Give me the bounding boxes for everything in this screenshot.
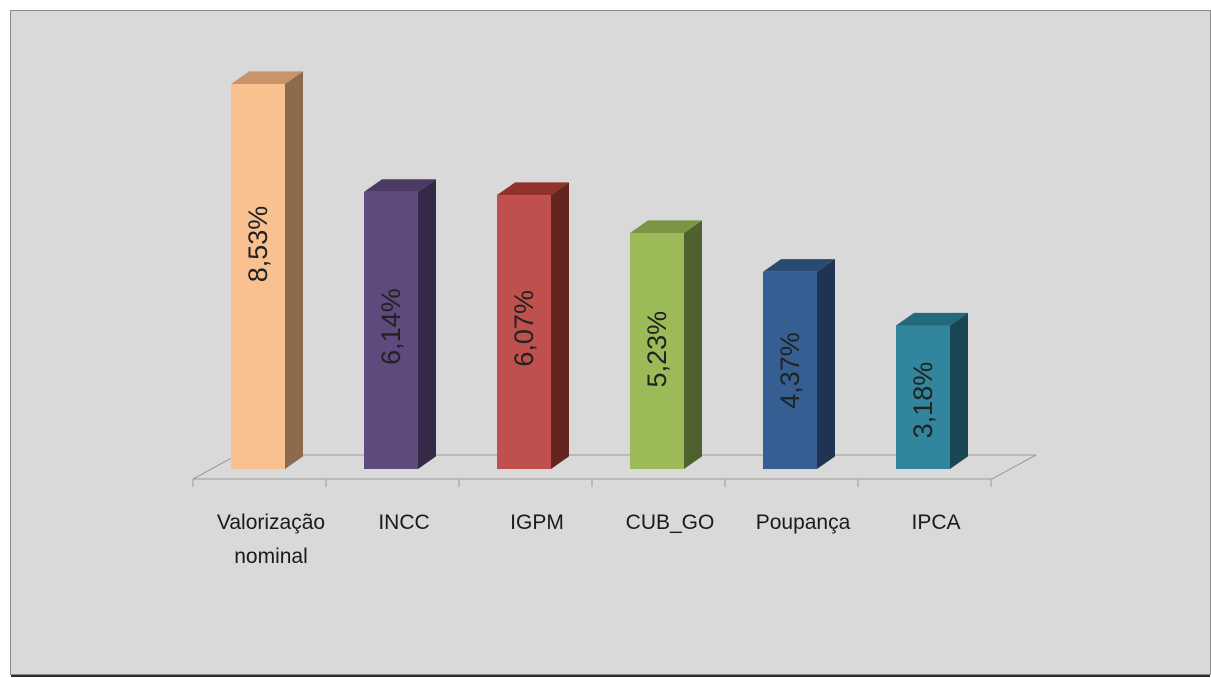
bar: 6,14% [364, 179, 436, 469]
data-label: 8,53% [243, 206, 273, 283]
bar: 6,07% [497, 182, 569, 470]
bar-group: 8,53% 6,14% 6,07% 5,23% 4,37% 3,18% [231, 71, 968, 470]
bar-top [497, 182, 569, 196]
data-label: 5,23% [642, 311, 672, 388]
bar-side [551, 182, 569, 470]
category-label: nominal [234, 545, 308, 568]
bar: 3,18% [896, 312, 968, 469]
bar-side [950, 312, 968, 469]
bar-top [231, 71, 303, 84]
bar-front [497, 195, 551, 469]
bar-front [630, 232, 684, 469]
bar: 5,23% [630, 220, 702, 469]
bar: 8,53% [231, 71, 303, 470]
bar-top [630, 220, 702, 233]
bar-top [364, 179, 436, 192]
bar-side [817, 259, 835, 469]
bar-chart: 8,53% 6,14% 6,07% 5,23% 4,37% 3,18% Valorizaç… [192, 71, 1037, 568]
data-label: 4,37% [775, 332, 805, 409]
category-label: IPCA [911, 511, 960, 534]
data-label: 6,14% [376, 288, 406, 365]
data-label: 6,07% [509, 290, 539, 367]
bar-side [684, 220, 702, 469]
category-label: INCC [378, 511, 429, 534]
bar-side [285, 71, 303, 470]
bar-top [763, 259, 835, 272]
bar-front [231, 84, 285, 469]
category-label: CUB_GO [626, 511, 715, 534]
category-label: Valorização [217, 511, 325, 534]
bar-side [418, 179, 436, 469]
bar-front [364, 191, 418, 469]
bar-front [896, 325, 950, 469]
data-label: 3,18% [908, 362, 938, 439]
chart-area: 8,53% 6,14% 6,07% 5,23% 4,37% 3,18% Valorizaç… [10, 10, 1211, 677]
category-labels: Valorização nominal INCC IGPM CUB_GO Poupança… [217, 511, 961, 568]
bar: 4,37% [763, 259, 835, 469]
bar-front [763, 271, 817, 469]
bar-top [896, 312, 968, 326]
category-label: Poupança [756, 511, 851, 534]
category-label: IGPM [510, 511, 564, 534]
